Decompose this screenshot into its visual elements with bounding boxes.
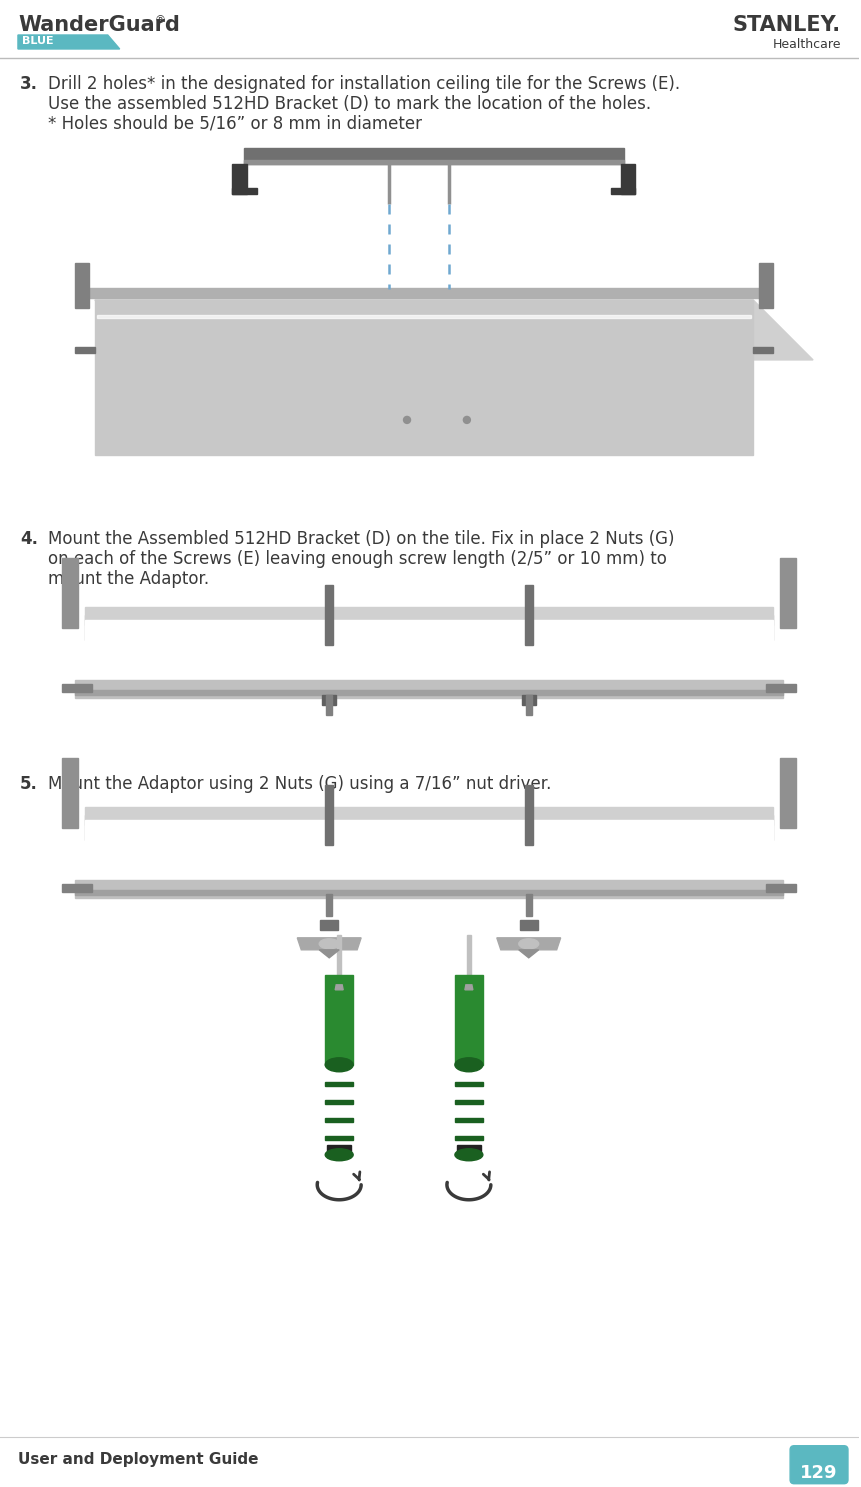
- Bar: [325, 1118, 353, 1121]
- Bar: [455, 1136, 483, 1139]
- Bar: [520, 920, 538, 929]
- Bar: [84, 607, 773, 625]
- Bar: [759, 263, 773, 308]
- Bar: [455, 1081, 483, 1086]
- Bar: [62, 558, 77, 628]
- Polygon shape: [497, 938, 561, 950]
- Polygon shape: [465, 984, 473, 990]
- Bar: [326, 694, 332, 715]
- Polygon shape: [297, 938, 361, 950]
- Bar: [84, 807, 773, 825]
- Bar: [325, 584, 333, 645]
- Bar: [84, 815, 773, 840]
- Bar: [467, 935, 471, 990]
- Bar: [320, 920, 338, 929]
- Bar: [325, 975, 353, 1065]
- Bar: [524, 584, 533, 645]
- Text: Healthcare: Healthcare: [772, 39, 841, 51]
- Text: 129: 129: [800, 1463, 838, 1481]
- Bar: [75, 263, 89, 308]
- Bar: [75, 346, 95, 352]
- Bar: [75, 680, 784, 697]
- Polygon shape: [519, 950, 539, 958]
- Bar: [75, 880, 784, 898]
- Bar: [621, 164, 635, 193]
- Text: Drill 2 holes* in the designated for installation ceiling tile for the Screws (E: Drill 2 holes* in the designated for ins…: [48, 74, 680, 94]
- Bar: [325, 1136, 353, 1139]
- Bar: [457, 1145, 480, 1155]
- Ellipse shape: [325, 1149, 353, 1161]
- Bar: [455, 975, 483, 1065]
- Text: mount the Adaptor.: mount the Adaptor.: [48, 570, 209, 587]
- Bar: [338, 935, 341, 990]
- Bar: [780, 558, 796, 628]
- Circle shape: [404, 416, 411, 424]
- Bar: [245, 161, 623, 164]
- Text: Mount the Assembled 512HD Bracket (D) on the tile. Fix in place 2 Nuts (G): Mount the Assembled 512HD Bracket (D) on…: [48, 529, 674, 547]
- Polygon shape: [95, 300, 813, 360]
- Bar: [326, 894, 332, 916]
- Text: BLUE: BLUE: [22, 36, 53, 46]
- Bar: [232, 187, 257, 193]
- Bar: [780, 758, 796, 828]
- Ellipse shape: [325, 1057, 353, 1072]
- Bar: [455, 1100, 483, 1103]
- Bar: [62, 684, 92, 691]
- Text: User and Deployment Guide: User and Deployment Guide: [18, 1451, 258, 1466]
- Bar: [526, 894, 532, 916]
- Text: Use the assembled 512HD Bracket (D) to mark the location of the holes.: Use the assembled 512HD Bracket (D) to m…: [48, 95, 651, 113]
- Bar: [62, 883, 92, 892]
- Bar: [84, 616, 773, 639]
- Bar: [245, 149, 623, 164]
- Bar: [327, 1041, 351, 1053]
- Bar: [75, 690, 784, 694]
- Bar: [334, 1035, 344, 1042]
- Ellipse shape: [519, 938, 539, 949]
- Bar: [455, 1118, 483, 1121]
- Bar: [522, 694, 536, 705]
- Ellipse shape: [455, 1149, 483, 1161]
- Bar: [457, 1041, 480, 1053]
- Bar: [610, 187, 635, 193]
- Bar: [325, 1081, 353, 1086]
- Bar: [327, 1145, 351, 1155]
- Text: WanderGuard: WanderGuard: [18, 15, 180, 36]
- Text: 3.: 3.: [20, 74, 38, 94]
- Ellipse shape: [319, 938, 339, 949]
- Bar: [753, 346, 773, 352]
- FancyBboxPatch shape: [790, 1445, 848, 1484]
- Text: on each of the Screws (E) leaving enough screw length (2/5” or 10 mm) to: on each of the Screws (E) leaving enough…: [48, 550, 666, 568]
- Bar: [325, 785, 333, 845]
- Bar: [96, 315, 751, 318]
- Bar: [84, 819, 773, 865]
- Bar: [75, 889, 784, 895]
- Bar: [766, 684, 796, 691]
- Bar: [524, 785, 533, 845]
- Text: 5.: 5.: [20, 775, 38, 793]
- Bar: [766, 883, 796, 892]
- Ellipse shape: [455, 1057, 483, 1072]
- Bar: [62, 758, 77, 828]
- Polygon shape: [335, 984, 344, 990]
- Bar: [464, 1035, 474, 1042]
- Bar: [322, 694, 336, 705]
- Text: 4.: 4.: [20, 529, 38, 547]
- Polygon shape: [18, 36, 120, 49]
- Bar: [325, 1100, 353, 1103]
- Text: * Holes should be 5/16” or 8 mm in diameter: * Holes should be 5/16” or 8 mm in diame…: [48, 114, 422, 132]
- Bar: [84, 620, 773, 665]
- Text: ®: ®: [155, 15, 165, 25]
- Bar: [95, 300, 753, 455]
- Bar: [232, 164, 247, 193]
- Text: STANLEY.: STANLEY.: [733, 15, 841, 36]
- Polygon shape: [319, 950, 339, 958]
- Bar: [526, 694, 532, 715]
- Bar: [87, 288, 761, 297]
- Text: Mount the Adaptor using 2 Nuts (G) using a 7/16” nut driver.: Mount the Adaptor using 2 Nuts (G) using…: [48, 775, 551, 793]
- Circle shape: [463, 416, 470, 424]
